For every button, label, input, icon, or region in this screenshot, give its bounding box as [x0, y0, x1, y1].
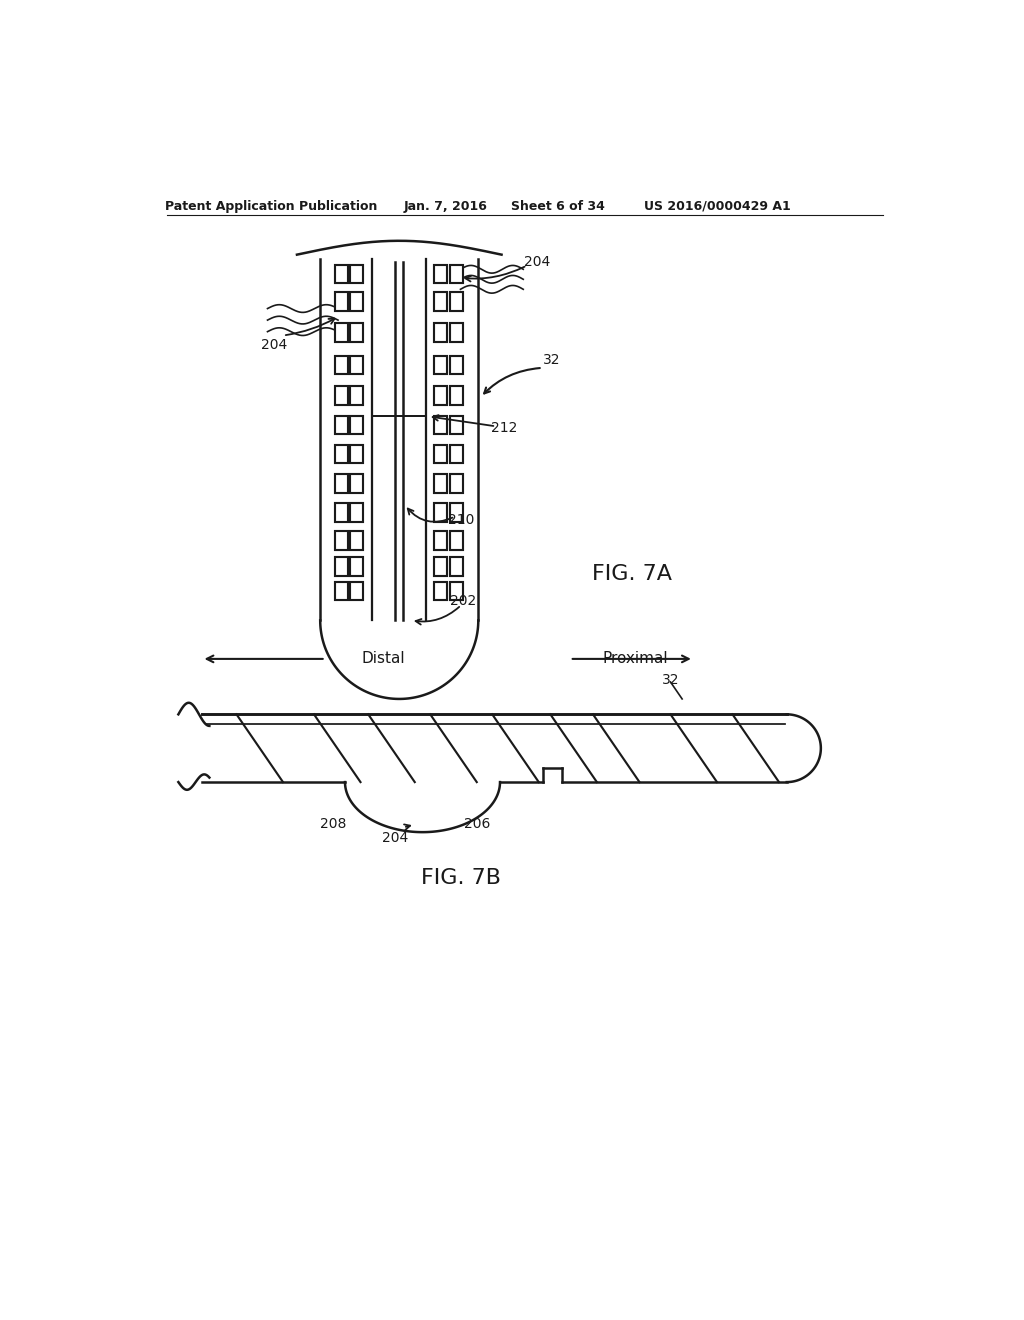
- Text: US 2016/0000429 A1: US 2016/0000429 A1: [644, 199, 791, 213]
- Bar: [434, 323, 446, 342]
- Bar: [335, 387, 348, 405]
- Bar: [450, 531, 463, 549]
- Bar: [450, 416, 463, 434]
- Bar: [350, 355, 364, 374]
- Bar: [335, 531, 348, 549]
- Bar: [350, 416, 364, 434]
- Text: 206: 206: [464, 817, 489, 832]
- Text: Proximal: Proximal: [603, 651, 669, 665]
- Bar: [350, 264, 364, 284]
- Bar: [450, 293, 463, 312]
- Bar: [350, 445, 364, 463]
- Bar: [434, 445, 446, 463]
- Bar: [335, 293, 348, 312]
- Text: 212: 212: [490, 421, 517, 434]
- Text: 32: 32: [662, 673, 679, 686]
- Bar: [350, 531, 364, 549]
- Bar: [350, 387, 364, 405]
- Bar: [450, 582, 463, 601]
- Bar: [335, 582, 348, 601]
- Text: Sheet 6 of 34: Sheet 6 of 34: [511, 199, 605, 213]
- Bar: [450, 387, 463, 405]
- Bar: [434, 355, 446, 374]
- Bar: [450, 445, 463, 463]
- Bar: [335, 503, 348, 521]
- Bar: [450, 503, 463, 521]
- Text: 208: 208: [321, 817, 346, 832]
- Bar: [450, 264, 463, 284]
- Bar: [335, 416, 348, 434]
- Text: Jan. 7, 2016: Jan. 7, 2016: [403, 199, 487, 213]
- Text: FIG. 7B: FIG. 7B: [421, 869, 502, 888]
- Bar: [434, 582, 446, 601]
- Bar: [350, 293, 364, 312]
- Bar: [450, 474, 463, 492]
- Bar: [450, 557, 463, 576]
- Bar: [350, 582, 364, 601]
- Bar: [434, 416, 446, 434]
- Bar: [335, 323, 348, 342]
- Bar: [335, 557, 348, 576]
- Text: Patent Application Publication: Patent Application Publication: [165, 199, 378, 213]
- Text: 204: 204: [260, 338, 287, 351]
- Bar: [350, 503, 364, 521]
- Bar: [450, 323, 463, 342]
- Bar: [434, 264, 446, 284]
- Bar: [434, 503, 446, 521]
- Text: 204: 204: [382, 832, 409, 845]
- Text: 202: 202: [450, 594, 476, 609]
- Bar: [335, 445, 348, 463]
- Bar: [335, 264, 348, 284]
- Text: 204: 204: [524, 255, 550, 269]
- Bar: [434, 387, 446, 405]
- Bar: [434, 474, 446, 492]
- Text: 210: 210: [449, 513, 474, 527]
- Bar: [335, 474, 348, 492]
- Text: FIG. 7A: FIG. 7A: [592, 564, 672, 585]
- Bar: [350, 557, 364, 576]
- Text: Distal: Distal: [361, 651, 406, 667]
- Bar: [350, 323, 364, 342]
- Bar: [434, 557, 446, 576]
- Bar: [434, 531, 446, 549]
- Bar: [350, 474, 364, 492]
- Text: 32: 32: [543, 354, 561, 367]
- Bar: [434, 293, 446, 312]
- Bar: [335, 355, 348, 374]
- Bar: [450, 355, 463, 374]
